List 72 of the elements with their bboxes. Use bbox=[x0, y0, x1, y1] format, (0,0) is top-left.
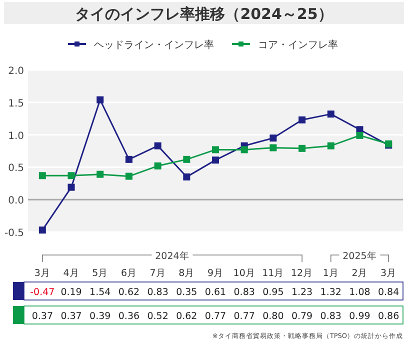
data-label: 0.83 bbox=[320, 311, 342, 322]
x-tick-label: 3月 bbox=[34, 268, 50, 279]
data-label: 0.83 bbox=[147, 287, 168, 298]
text: 2025年 bbox=[342, 250, 377, 262]
text: 0.0 bbox=[8, 196, 24, 207]
point bbox=[212, 146, 219, 154]
data-label: 0.95 bbox=[262, 287, 284, 298]
text: 1.0 bbox=[8, 130, 24, 142]
data-label: 0.52 bbox=[147, 311, 168, 322]
point bbox=[68, 172, 75, 180]
point bbox=[96, 96, 104, 104]
x-tick-label: 9月 bbox=[207, 268, 224, 279]
data-label: 0.39 bbox=[90, 311, 111, 322]
point bbox=[96, 170, 104, 178]
data-label: 0.79 bbox=[291, 311, 313, 322]
data-label: 0.77 bbox=[234, 311, 255, 322]
legend-label: コア・インフレ率 bbox=[258, 39, 338, 51]
text: 2024年 bbox=[155, 250, 190, 262]
text: -0.5 bbox=[4, 228, 24, 239]
point bbox=[183, 156, 190, 163]
x-tick-label: 5月 bbox=[92, 268, 108, 279]
point bbox=[240, 146, 248, 154]
point bbox=[212, 156, 219, 164]
x-tick-label: 3月 bbox=[380, 268, 397, 279]
x-tick-label: 11月 bbox=[262, 268, 284, 279]
point bbox=[68, 184, 75, 191]
x-tick-label: 2月 bbox=[352, 268, 368, 279]
data-label: 0.83 bbox=[234, 287, 255, 298]
data-label: 1.23 bbox=[291, 287, 313, 298]
data-label: 0.35 bbox=[176, 287, 198, 298]
data-label: 0.80 bbox=[262, 311, 284, 322]
point bbox=[38, 226, 46, 234]
data-label: 0.62 bbox=[118, 287, 140, 298]
x-tick-label: 4月 bbox=[63, 268, 80, 279]
point bbox=[327, 142, 334, 150]
point bbox=[183, 173, 190, 180]
x-tick-label: 6月 bbox=[120, 268, 137, 279]
point bbox=[154, 142, 162, 150]
data-label: 0.84 bbox=[378, 287, 400, 298]
data-label: 0.86 bbox=[378, 311, 400, 322]
text: 1.5 bbox=[8, 98, 24, 110]
data-label: 0.77 bbox=[204, 311, 226, 322]
data-label: 1.54 bbox=[90, 287, 111, 298]
x-tick-label: 12月 bbox=[290, 268, 314, 279]
legend-label: ヘッドライン・インフレ率 bbox=[94, 39, 214, 51]
text: 2.0 bbox=[8, 66, 24, 77]
data-label: 1.08 bbox=[349, 287, 370, 298]
point bbox=[327, 110, 334, 118]
x-tick-label: 1月 bbox=[322, 268, 339, 279]
x-tick-label: 7月 bbox=[150, 268, 166, 279]
data-label: 0.19 bbox=[60, 287, 82, 298]
text: 0.5 bbox=[8, 163, 24, 174]
data-label: 1.32 bbox=[320, 287, 342, 298]
point bbox=[125, 172, 132, 180]
data-label: -0.47 bbox=[30, 287, 55, 298]
x-tick-label: 10月 bbox=[233, 268, 256, 279]
data-label: 0.37 bbox=[60, 311, 82, 322]
point bbox=[356, 132, 364, 139]
data-label: 0.99 bbox=[349, 311, 370, 322]
point bbox=[270, 134, 277, 142]
point bbox=[270, 144, 277, 152]
point bbox=[125, 156, 132, 163]
point bbox=[298, 144, 306, 152]
x-tick-label: 8月 bbox=[178, 268, 195, 279]
data-label: 0.62 bbox=[176, 311, 198, 322]
point bbox=[298, 116, 306, 124]
data-label: 0.61 bbox=[204, 287, 226, 298]
point bbox=[154, 162, 162, 170]
point bbox=[38, 172, 46, 180]
data-label: 0.37 bbox=[32, 311, 53, 322]
chart-title: タイのインフレ率推移（2024～25） bbox=[75, 5, 333, 23]
data-label: 0.36 bbox=[118, 311, 140, 322]
